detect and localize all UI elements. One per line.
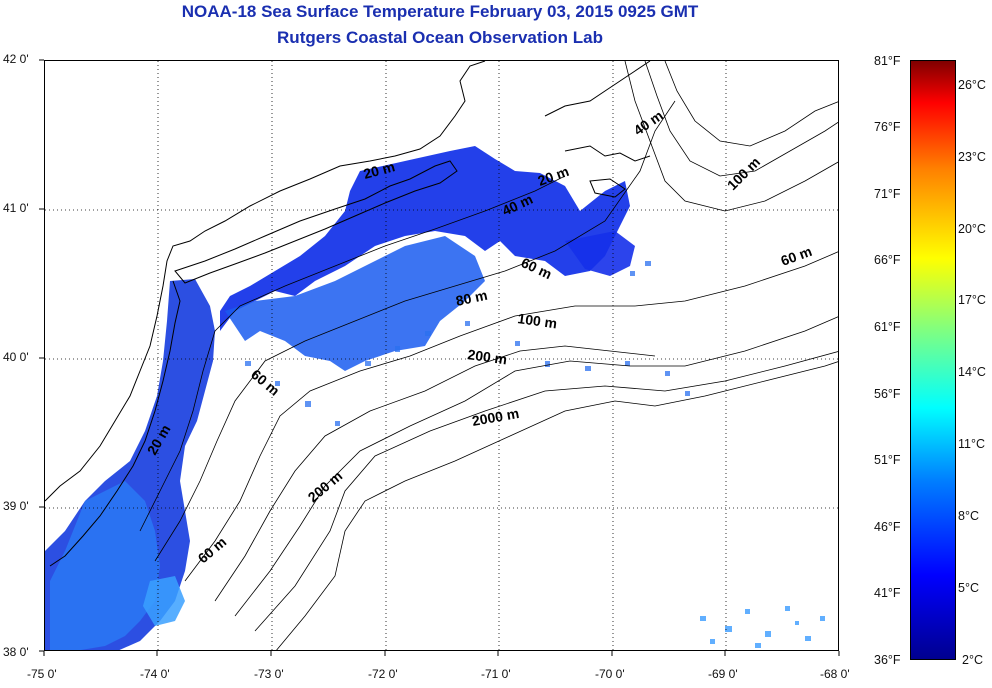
colorbar-f-label: 61°F bbox=[874, 320, 901, 334]
colorbar-f-label: 81°F bbox=[874, 54, 901, 68]
colorbar-c-label: 26°C bbox=[958, 78, 986, 92]
sst-blob-long-island bbox=[220, 146, 630, 331]
colorbar-c-label: 14°C bbox=[958, 365, 986, 379]
colorbar-c-label: 2°C bbox=[962, 653, 983, 667]
sst-scatter-southeast bbox=[700, 606, 825, 648]
lon-label: -75 0' bbox=[27, 667, 57, 681]
colorbar-f-label: 51°F bbox=[874, 453, 901, 467]
coastline-layer bbox=[45, 61, 651, 567]
colorbar-c-label: 5°C bbox=[958, 581, 979, 595]
contour-100m bbox=[234, 316, 838, 617]
colorbar-f-label: 46°F bbox=[874, 520, 901, 534]
colorbar-f-label: 41°F bbox=[874, 586, 901, 600]
lat-label: 40 0' bbox=[3, 350, 29, 364]
lat-label: 41 0' bbox=[3, 201, 29, 215]
sst-data-layer bbox=[45, 146, 825, 650]
colorbar-c-label: 20°C bbox=[958, 222, 986, 236]
bathymetry-layer bbox=[139, 61, 838, 650]
colorbar-f-label: 56°F bbox=[874, 387, 901, 401]
sst-blob-east bbox=[565, 231, 635, 276]
sst-blob-delmarva bbox=[50, 481, 160, 650]
temperature-colorbar bbox=[910, 60, 956, 660]
colorbar-f-label: 36°F bbox=[874, 653, 901, 667]
sst-scatter-offshore bbox=[245, 261, 690, 426]
contour-20m bbox=[139, 175, 566, 532]
coastline-nantucket bbox=[589, 178, 626, 198]
colorbar-f-label: 71°F bbox=[874, 187, 901, 201]
colorbar-f-label: 66°F bbox=[874, 253, 901, 267]
lon-label: -73 0' bbox=[254, 667, 284, 681]
map-title: NOAA-18 Sea Surface Temperature February… bbox=[181, 2, 699, 21]
depth-label: 80 m bbox=[454, 287, 489, 309]
contour-60m bbox=[184, 251, 838, 582]
coastline-mainland bbox=[45, 61, 486, 502]
sst-blob-shelf bbox=[225, 236, 485, 371]
depth-label: 200 m bbox=[467, 346, 509, 367]
colorbar-c-label: 23°C bbox=[958, 150, 986, 164]
contour-200m bbox=[254, 351, 838, 632]
colorbar-c-label: 11°C bbox=[958, 437, 986, 451]
lat-label: 42 0' bbox=[3, 52, 29, 66]
colorbar-f-label: 76°F bbox=[874, 120, 901, 134]
contour-gulf-maine bbox=[624, 61, 838, 212]
depth-label: 20 m bbox=[362, 158, 397, 182]
lon-label: -74 0' bbox=[140, 667, 170, 681]
sst-map-canvas: 20 m 40 m 100 m 60 m 20 m 40 m 60 m 80 m… bbox=[45, 61, 838, 650]
coastline-long-island bbox=[174, 160, 458, 284]
lon-label: -70 0' bbox=[595, 667, 625, 681]
coastline-cape-cod bbox=[544, 61, 651, 162]
lat-label: 39 0' bbox=[3, 499, 29, 513]
graticule bbox=[45, 61, 838, 650]
contour-40m bbox=[154, 100, 676, 562]
lat-label: 38 0' bbox=[3, 645, 29, 659]
contour-2000m bbox=[276, 361, 838, 650]
lon-label: -68 0' bbox=[820, 667, 850, 681]
colorbar-c-label: 17°C bbox=[958, 293, 986, 307]
lon-label: -71 0' bbox=[481, 667, 511, 681]
lon-label: -69 0' bbox=[708, 667, 738, 681]
map-subtitle: Rutgers Coastal Ocean Observation Lab bbox=[277, 28, 603, 47]
sst-blob-warm-spot bbox=[143, 576, 185, 626]
coastline-nj bbox=[49, 280, 181, 567]
colorbar-c-label: 8°C bbox=[958, 509, 979, 523]
lon-label: -72 0' bbox=[368, 667, 398, 681]
sst-map: 20 m 40 m 100 m 60 m 20 m 40 m 60 m 80 m… bbox=[44, 60, 839, 651]
depth-label: 100 m bbox=[517, 310, 559, 331]
contour-80m bbox=[214, 345, 656, 602]
